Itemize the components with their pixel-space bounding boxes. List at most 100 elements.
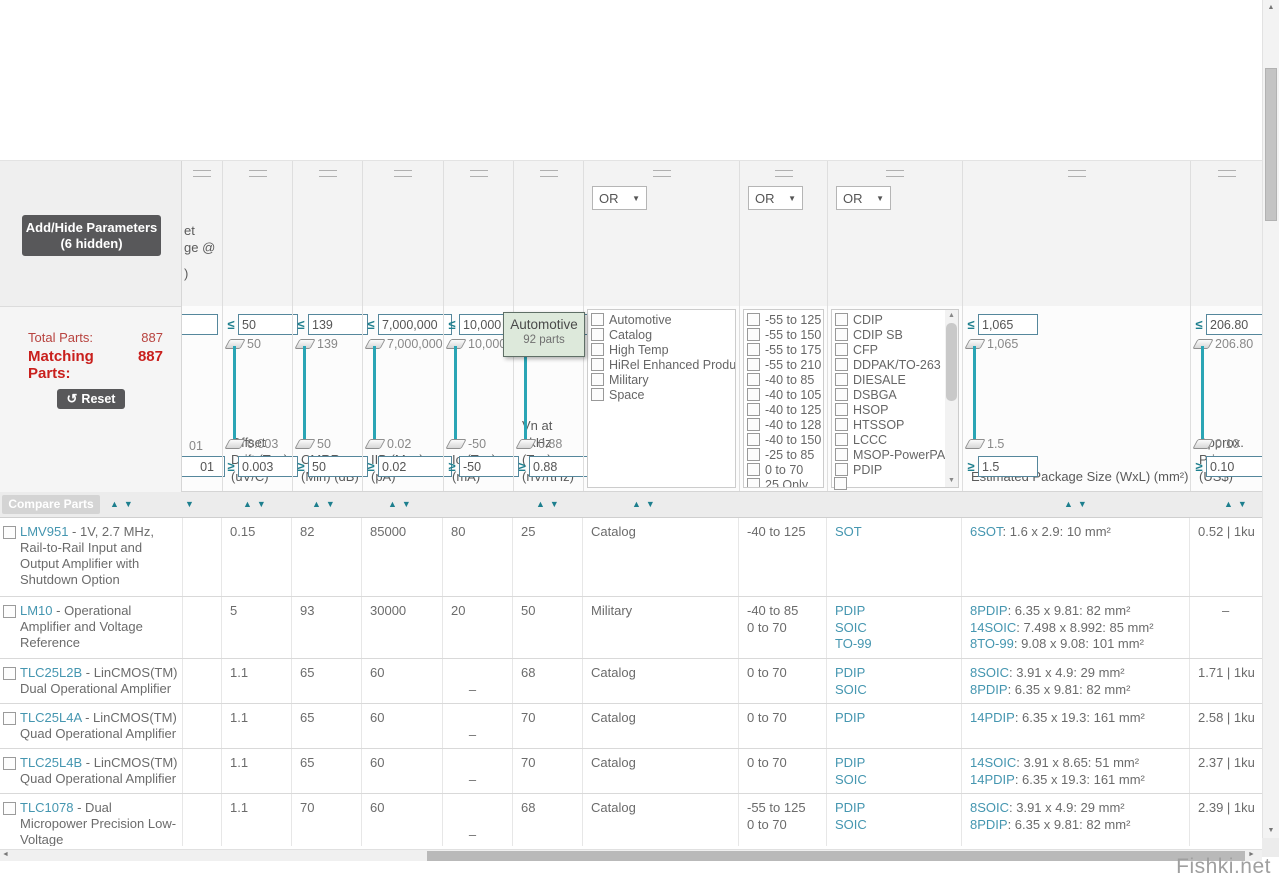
scroll-down-icon[interactable]: ▼ xyxy=(1267,827,1275,834)
checkbox-icon[interactable] xyxy=(591,358,604,371)
checkbox-icon[interactable] xyxy=(591,343,604,356)
offset-drift-min-input[interactable] xyxy=(238,456,298,477)
sort-cmrr[interactable]: ▲ ▼ xyxy=(312,499,335,509)
scroll-right-icon[interactable]: ► xyxy=(1248,851,1255,858)
temp-option[interactable]: -40 to 105 xyxy=(746,387,823,402)
package-option[interactable]: CDIP SB xyxy=(834,327,943,342)
checkbox-icon[interactable] xyxy=(835,403,848,416)
package-link[interactable]: SOIC xyxy=(835,681,867,697)
slider-min-handle[interactable] xyxy=(224,439,246,449)
package-option[interactable]: MSOP-PowerPAD xyxy=(834,447,954,462)
sort-offset-drift[interactable]: ▲ ▼ xyxy=(243,499,266,509)
package-option[interactable]: DSBGA xyxy=(834,387,943,402)
part-link[interactable]: TLC25L4A xyxy=(20,710,82,725)
add-hide-parameters-button[interactable]: Add/Hide Parameters (6 hidden) xyxy=(22,215,161,256)
slider-min-handle[interactable] xyxy=(515,439,537,449)
column-drag-handle-icon[interactable] xyxy=(193,170,211,177)
package-size-link[interactable]: 14SOIC xyxy=(970,619,1017,635)
package-option[interactable]: PDIP xyxy=(834,462,943,477)
checkbox-icon[interactable] xyxy=(747,388,760,401)
temp-option[interactable]: -55 to 150 xyxy=(746,327,823,342)
checkbox-icon[interactable] xyxy=(747,313,760,326)
checkbox-icon[interactable] xyxy=(747,418,760,431)
rating-operator-select[interactable]: OR ▼ xyxy=(592,186,647,210)
cmrr-max-input[interactable] xyxy=(308,314,368,335)
package-size-link[interactable]: 14PDIP xyxy=(970,771,1015,787)
scrollbar-thumb[interactable] xyxy=(946,323,957,401)
column-drag-handle-icon[interactable] xyxy=(318,170,337,177)
row-checkbox[interactable] xyxy=(3,802,16,815)
slider-min-handle[interactable] xyxy=(364,439,386,449)
package-link[interactable]: PDIP xyxy=(835,755,866,770)
checkbox-icon[interactable] xyxy=(591,373,604,386)
package-option[interactable]: CFP xyxy=(834,342,943,357)
package-list-scrollbar[interactable]: ▲ ▼ xyxy=(945,310,958,487)
checkbox-icon[interactable] xyxy=(747,343,760,356)
part-link[interactable]: LMV951 xyxy=(20,524,69,539)
row-checkbox[interactable] xyxy=(3,667,16,680)
checkbox-icon[interactable] xyxy=(747,358,760,371)
iib-min-input[interactable] xyxy=(378,456,452,477)
package-option-partial[interactable] xyxy=(833,476,852,491)
column-drag-handle-icon[interactable] xyxy=(394,170,412,177)
checkbox-icon[interactable] xyxy=(747,403,760,416)
scrollbar-thumb[interactable] xyxy=(427,851,1245,861)
compare-parts-button[interactable]: Compare Parts xyxy=(2,495,100,514)
checkbox-icon[interactable] xyxy=(835,328,848,341)
rating-option[interactable]: High Temp xyxy=(590,342,735,357)
package-size-link[interactable]: 8SOIC xyxy=(970,665,1010,680)
temp-option[interactable]: -55 to 175 xyxy=(746,342,823,357)
reset-button[interactable]: ↺ Reset xyxy=(57,389,125,409)
package-option[interactable]: DIESALE xyxy=(834,372,943,387)
package-link[interactable]: PDIP xyxy=(835,800,866,815)
package-size-link[interactable]: 6SOT xyxy=(970,524,1003,539)
column-drag-handle-icon[interactable] xyxy=(469,170,488,177)
temp-option[interactable]: -40 to 125 xyxy=(746,402,823,417)
checkbox-icon[interactable] xyxy=(835,388,848,401)
price-max-input[interactable] xyxy=(1206,314,1266,335)
io-min-input[interactable] xyxy=(459,456,519,477)
cmrr-min-input[interactable] xyxy=(308,456,368,477)
column-drag-handle-icon[interactable] xyxy=(652,170,671,177)
package-link[interactable]: PDIP xyxy=(835,603,866,618)
package-option[interactable]: CDIP xyxy=(834,312,943,327)
sort-clipped-column[interactable]: ▼ xyxy=(185,499,194,509)
checkbox-icon[interactable] xyxy=(835,358,848,371)
package-size-link[interactable]: 8TO-99 xyxy=(970,636,1014,651)
row-checkbox[interactable] xyxy=(3,757,16,770)
sort-rating[interactable]: ▲ ▼ xyxy=(632,499,655,509)
package-size-link[interactable]: 8PDIP xyxy=(970,603,1008,618)
temp-option[interactable]: -25 to 85 xyxy=(746,447,823,462)
rating-option[interactable]: Automotive xyxy=(590,312,735,327)
package-option[interactable]: DDPAK/TO-263 xyxy=(834,357,943,372)
rating-option[interactable]: HiRel Enhanced Product xyxy=(590,357,735,372)
package-link[interactable]: PDIP xyxy=(835,665,866,680)
scroll-up-icon[interactable]: ▲ xyxy=(1267,4,1275,11)
temp-option[interactable]: 25 Only xyxy=(746,477,823,487)
scroll-down-icon[interactable]: ▼ xyxy=(948,477,955,484)
checkbox-icon[interactable] xyxy=(835,313,848,326)
checkbox-icon[interactable] xyxy=(835,448,848,461)
package-option[interactable]: HTSSOP xyxy=(834,417,943,432)
column-drag-handle-icon[interactable] xyxy=(248,170,267,177)
package-link[interactable]: SOIC xyxy=(835,771,867,787)
package-size-link[interactable]: 8PDIP xyxy=(970,816,1008,832)
price-min-input[interactable] xyxy=(1206,456,1266,477)
part-link[interactable]: LM10 xyxy=(20,603,53,618)
rating-option[interactable]: Space xyxy=(590,387,735,402)
package-link[interactable]: SOT xyxy=(835,524,862,539)
checkbox-icon[interactable] xyxy=(591,388,604,401)
package-operator-select[interactable]: OR ▼ xyxy=(836,186,891,210)
sort-iib[interactable]: ▲ ▼ xyxy=(388,499,411,509)
size-min-input[interactable] xyxy=(978,456,1038,477)
package-size-link[interactable]: 8SOIC xyxy=(970,800,1010,815)
checkbox-icon[interactable] xyxy=(747,328,760,341)
checkbox-icon[interactable] xyxy=(835,343,848,356)
checkbox-icon[interactable] xyxy=(747,373,760,386)
temp-option[interactable]: 0 to 70 xyxy=(746,462,823,477)
checkbox-icon[interactable] xyxy=(747,433,760,446)
sort-part-number[interactable]: ▲ ▼ xyxy=(110,499,133,509)
part-link[interactable]: TLC1078 xyxy=(20,800,74,815)
checkbox-icon[interactable] xyxy=(747,448,760,461)
column-drag-handle-icon[interactable] xyxy=(886,170,904,177)
